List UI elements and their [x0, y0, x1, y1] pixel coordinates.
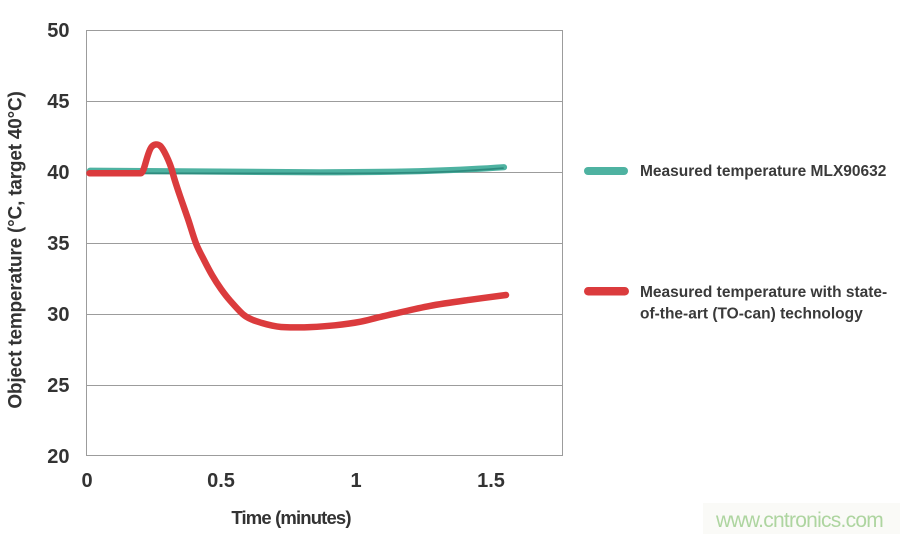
svg-text:www.cntronics.com: www.cntronics.com	[715, 509, 883, 532]
svg-text:Measured temperature MLX90632: Measured temperature MLX90632	[640, 163, 886, 180]
svg-text:Time (minutes): Time (minutes)	[231, 507, 351, 528]
svg-text:25: 25	[47, 375, 69, 397]
svg-text:0.5: 0.5	[207, 470, 235, 492]
svg-text:Object temperature (°C, target: Object temperature (°C, target 40°C)	[6, 91, 27, 408]
svg-text:of-the-art (TO-can) technology: of-the-art (TO-can) technology	[640, 306, 863, 323]
svg-text:0: 0	[81, 470, 92, 492]
svg-text:30: 30	[47, 304, 69, 326]
svg-text:50: 50	[47, 20, 69, 42]
svg-text:20: 20	[47, 446, 69, 468]
svg-text:1.5: 1.5	[477, 470, 505, 492]
svg-text:1: 1	[350, 470, 361, 492]
svg-text:35: 35	[47, 233, 69, 255]
svg-text:40: 40	[47, 162, 69, 184]
svg-text:45: 45	[47, 91, 69, 113]
svg-text:Measured temperature with stat: Measured temperature with state-	[640, 284, 887, 301]
